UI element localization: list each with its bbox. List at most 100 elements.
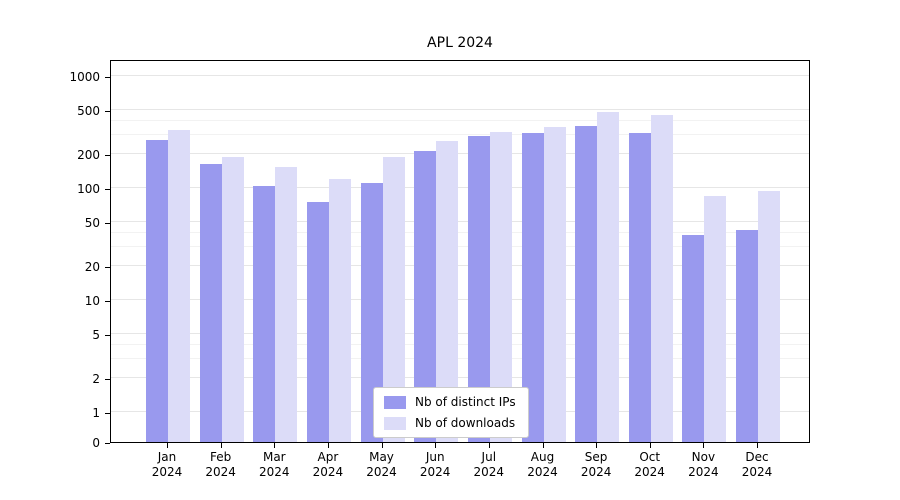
xtick-mark-oct <box>649 443 651 448</box>
xtick-mark-jan <box>167 443 168 448</box>
xtick-label-oct: Oct 2024 <box>618 450 682 480</box>
gridline-200 <box>111 153 809 155</box>
gridline-50 <box>111 220 809 222</box>
ytick-mark-10 <box>105 301 110 302</box>
ytick-label-5: 5 <box>92 327 100 342</box>
ytick-mark-1000 <box>105 77 110 78</box>
xtick-year-may: 2024 <box>366 465 397 479</box>
ytick-mark-200 <box>105 155 110 157</box>
gridline-1000 <box>111 75 809 76</box>
legend-entry-distinct-ips: Nb of distinct IPs <box>384 395 516 409</box>
gridline-minor-40 <box>111 231 809 233</box>
ytick-mark-1 <box>105 413 110 414</box>
gridline-minor-400 <box>111 119 809 121</box>
bar-nb-of-distinct-ips-dec <box>736 230 758 442</box>
bar-nb-of-distinct-ips-apr <box>306 202 329 442</box>
ytick-label-2: 2 <box>92 372 100 387</box>
xtick-month-dec: Dec <box>745 450 769 464</box>
gridline-2 <box>111 377 809 379</box>
xtick-month-feb: Feb <box>209 450 232 464</box>
xtick-month-jul: Jul <box>481 450 497 464</box>
ytick-mark-20 <box>105 267 110 269</box>
bar-nb-of-downloads-feb <box>221 156 244 442</box>
xtick-mark-nov <box>703 443 705 448</box>
bar-nb-of-downloads-nov <box>704 195 727 442</box>
xtick-label-aug: Aug 2024 <box>511 450 575 480</box>
xtick-month-mar: Mar <box>262 450 286 464</box>
xtick-label-apr: Apr 2024 <box>296 450 360 480</box>
xtick-mark-may <box>381 443 383 448</box>
bar-nb-of-distinct-ips-jan <box>146 139 168 442</box>
bar-nb-of-distinct-ips-nov <box>682 235 705 442</box>
bar-nb-of-downloads-aug <box>543 127 566 442</box>
xtick-year-feb: 2024 <box>205 465 236 479</box>
legend-swatch-distinct-ips <box>384 395 406 409</box>
xtick-month-oct: Oct <box>639 450 661 464</box>
xtick-label-may: May 2024 <box>350 450 414 480</box>
ytick-mark-2 <box>105 379 110 381</box>
gridline-minor-300 <box>111 133 809 135</box>
xtick-mark-jul <box>488 443 490 448</box>
ytick-label-200: 200 <box>77 148 100 163</box>
xtick-mark-apr <box>327 443 329 448</box>
chart-title: APL 2024 <box>427 35 493 51</box>
ytick-label-1: 1 <box>92 406 100 420</box>
bar-nb-of-downloads-may <box>382 156 405 442</box>
ytick-label-20: 20 <box>84 260 100 275</box>
gridline-minor-30 <box>111 245 809 247</box>
bar-nb-of-distinct-ips-jul <box>467 136 490 442</box>
gridline-100 <box>111 187 809 188</box>
ytick-label-50: 50 <box>84 215 100 230</box>
ytick-label-1000: 1000 <box>69 70 100 84</box>
xtick-month-aug: Aug <box>530 450 555 464</box>
bar-nb-of-downloads-oct <box>650 115 673 442</box>
xtick-year-jun: 2024 <box>419 465 451 479</box>
ytick-mark-0 <box>105 443 110 444</box>
ytick-mark-5 <box>105 334 110 336</box>
bar-nb-of-distinct-ips-mar <box>253 185 276 442</box>
gridline-minor-3 <box>111 357 809 359</box>
xtick-month-jun: Jun <box>425 450 445 464</box>
xtick-month-nov: Nov <box>691 450 716 464</box>
bar-nb-of-distinct-ips-may <box>360 183 383 442</box>
xtick-month-jan: Jan <box>157 450 177 464</box>
xtick-year-aug: 2024 <box>527 465 558 479</box>
ytick-label-0: 0 <box>92 436 100 450</box>
xtick-month-apr: Apr <box>317 450 339 464</box>
gridline-500 <box>111 108 809 110</box>
legend: Nb of distinct IPs Nb of downloads <box>373 387 529 438</box>
xtick-label-jun: Jun 2024 <box>403 450 467 480</box>
xtick-year-oct: 2024 <box>634 465 665 479</box>
bar-nb-of-distinct-ips-sep <box>575 126 598 442</box>
xtick-year-apr: 2024 <box>312 465 344 479</box>
plot-area: Nb of distinct IPs Nb of downloads <box>110 60 810 443</box>
xtick-year-jul: 2024 <box>473 465 505 479</box>
xtick-label-dec: Dec 2024 <box>725 450 789 480</box>
bar-nb-of-downloads-mar <box>275 166 298 442</box>
xtick-year-nov: 2024 <box>688 465 719 479</box>
gridline-5 <box>111 332 809 334</box>
xtick-year-mar: 2024 <box>259 465 290 479</box>
xtick-month-sep: Sep <box>584 450 608 464</box>
xtick-month-may: May <box>369 450 394 464</box>
xtick-label-nov: Nov 2024 <box>671 450 735 480</box>
bar-nb-of-distinct-ips-jun <box>414 150 437 442</box>
xtick-year-dec: 2024 <box>741 465 773 479</box>
bar-nb-of-distinct-ips-feb <box>199 163 222 442</box>
xtick-mark-dec <box>757 443 758 448</box>
bar-nb-of-downloads-sep <box>597 111 620 442</box>
xtick-year-jan: 2024 <box>151 465 183 479</box>
xtick-label-feb: Feb 2024 <box>189 450 253 480</box>
gridline-10 <box>111 299 809 300</box>
ytick-mark-500 <box>105 110 110 112</box>
xtick-label-mar: Mar 2024 <box>242 450 306 480</box>
gridline-minor-4 <box>111 343 809 345</box>
xtick-label-sep: Sep 2024 <box>564 450 628 480</box>
ytick-label-100: 100 <box>77 182 100 196</box>
ytick-mark-50 <box>105 222 110 224</box>
ytick-mark-100 <box>105 189 110 190</box>
xtick-mark-feb <box>220 443 222 448</box>
legend-swatch-downloads <box>384 416 406 430</box>
gridline-20 <box>111 265 809 267</box>
xtick-mark-sep <box>596 443 598 448</box>
